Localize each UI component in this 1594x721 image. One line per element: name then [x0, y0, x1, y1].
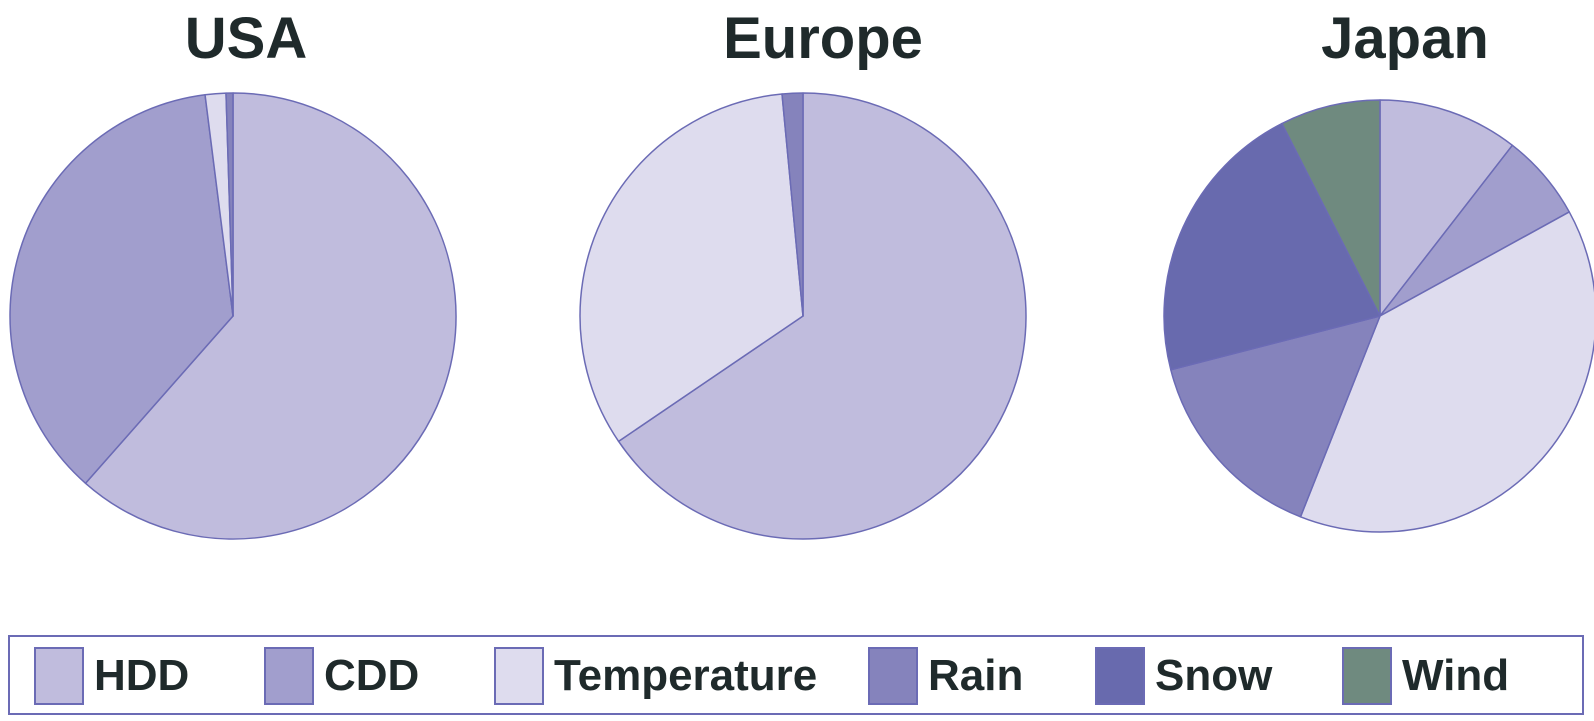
legend-item-temperature: Temperature: [494, 637, 817, 715]
legend-item-rain: Rain: [868, 637, 1023, 715]
legend-item-hdd: HDD: [34, 637, 189, 715]
legend-swatch-wind: [1342, 647, 1392, 705]
legend-label-snow: Snow: [1155, 651, 1273, 700]
pie-slice-europe-temperature: [579, 93, 804, 443]
legend-label-wind: Wind: [1402, 651, 1510, 700]
pie-chart-europe: [579, 92, 1027, 540]
legend-item-cdd: CDD: [264, 637, 419, 715]
legend-item-snow: Snow: [1095, 637, 1272, 715]
legend-swatch-cdd: [264, 647, 314, 705]
pie-chart-usa: [9, 92, 457, 540]
pie-title-japan: Japan: [1321, 6, 1489, 71]
legend-item-wind: Wind: [1342, 637, 1509, 715]
legend-label-cdd: CDD: [324, 651, 420, 700]
pie-slice-japan-snow: [1163, 122, 1381, 371]
legend-label-temperature: Temperature: [554, 651, 818, 700]
pie-slice-japan-temperature: [1299, 211, 1594, 533]
legend-label-rain: Rain: [928, 651, 1024, 700]
legend-swatch-rain: [868, 647, 918, 705]
pie-slice-europe-rain: [781, 92, 804, 317]
pie-slice-japan-rain: [1170, 315, 1381, 518]
pie-slice-europe-hdd: [617, 92, 1027, 540]
chart-legend: HDD CDD Temperature Rain Snow Wind: [8, 635, 1584, 715]
pie-title-europe: Europe: [723, 6, 923, 71]
pie-slice-usa-hdd: [84, 92, 457, 540]
legend-swatch-snow: [1095, 647, 1145, 705]
pie-slice-japan-wind: [1281, 99, 1381, 317]
pie-slice-japan-hdd: [1379, 99, 1514, 317]
legend-swatch-hdd: [34, 647, 84, 705]
pie-slice-usa-cdd: [9, 94, 234, 485]
pie-chart-japan: [1163, 99, 1594, 533]
pie-title-usa: USA: [185, 6, 307, 71]
legend-label-hdd: HDD: [94, 651, 190, 700]
pie-slice-usa-rain: [225, 92, 234, 317]
legend-swatch-temperature: [494, 647, 544, 705]
